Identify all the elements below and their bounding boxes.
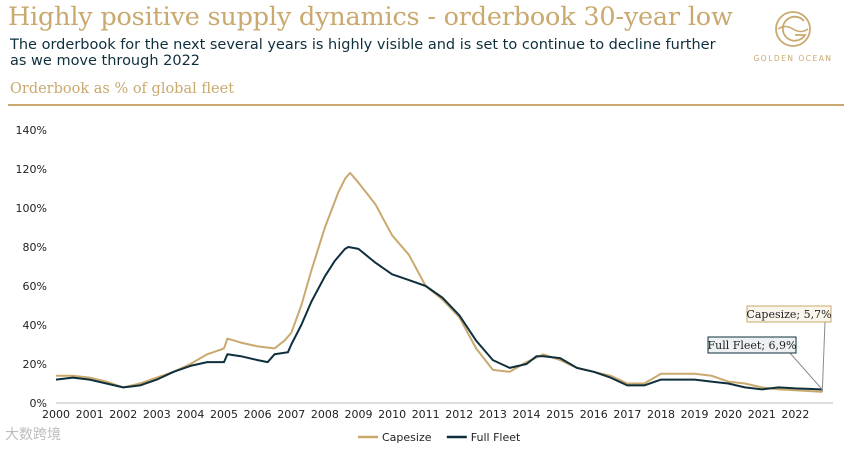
x-axis: 2000 2001 2002 2003 2004 2005 2006 2007 2008 2009… (42, 408, 809, 421)
x-tick-label: 2008 (311, 408, 339, 421)
callout-label: Capesize; 5,7% (746, 308, 831, 321)
chart-section-label: Orderbook as % of global fleet (10, 81, 235, 97)
x-tick-label: 2001 (76, 408, 104, 421)
callouts: Capesize; 5,7% Full Fleet; 6,9% (707, 305, 832, 392)
callout-box (707, 336, 797, 354)
legend-label: Capesize (382, 431, 432, 444)
x-tick-label: 2019 (681, 408, 709, 421)
x-tick-label: 2010 (378, 408, 406, 421)
logo-wordmark: GOLDEN OCEAN (753, 54, 833, 63)
callout-leader-line (821, 321, 826, 392)
y-tick-label: 60% (23, 280, 47, 293)
callout-label: Full Fleet; 6,9% (708, 339, 797, 352)
x-tick-label: 2012 (445, 408, 473, 421)
x-tick-label: 2006 (244, 408, 272, 421)
series-line-full-fleet (55, 246, 823, 391)
y-axis: 0% 20% 40% 60% 80% 100% 120% 140% (16, 124, 47, 410)
page-title: Highly positive supply dynamics - orderb… (8, 2, 733, 32)
y-tick-label: 100% (16, 202, 47, 215)
series-layer (55, 171, 823, 393)
x-tick-label: 2016 (580, 408, 608, 421)
x-tick-label: 2004 (176, 408, 204, 421)
x-tick-label: 2014 (513, 408, 541, 421)
y-tick-label: 40% (23, 319, 47, 332)
series-line-capesize (56, 171, 823, 393)
callout-box (746, 305, 832, 323)
x-tick-label: 2003 (143, 408, 171, 421)
x-tick-label: 2005 (210, 408, 238, 421)
golden-ocean-logo: GOLDEN OCEAN (748, 8, 838, 66)
x-tick-label: 2013 (479, 408, 507, 421)
x-tick-label: 2022 (781, 408, 809, 421)
y-tick-label: 120% (16, 163, 47, 176)
x-tick-label: 2009 (344, 408, 372, 421)
y-tick-label: 20% (23, 358, 47, 371)
x-tick-label: 2002 (109, 408, 137, 421)
header-divider (8, 104, 844, 106)
y-tick-label: 140% (16, 124, 47, 137)
x-tick-label: 2021 (748, 408, 776, 421)
x-tick-label: 2007 (277, 408, 305, 421)
x-tick-label: 2011 (412, 408, 440, 421)
watermark: 大数跨境 (5, 427, 61, 443)
x-tick-label: 2000 (42, 408, 70, 421)
x-tick-label: 2020 (714, 408, 742, 421)
chart-legend: Capesize Full Fleet (358, 431, 521, 444)
golden-ocean-emblem-icon (775, 11, 811, 47)
y-tick-label: 80% (23, 241, 47, 254)
x-tick-label: 2018 (647, 408, 675, 421)
x-tick-label: 2015 (546, 408, 574, 421)
x-tick-label: 2017 (613, 408, 641, 421)
y-tick-label: 0% (30, 397, 47, 410)
callout-leader-line (789, 352, 823, 390)
legend-label: Full Fleet (471, 431, 521, 444)
page-subtitle: The orderbook for the next several years… (10, 37, 716, 69)
